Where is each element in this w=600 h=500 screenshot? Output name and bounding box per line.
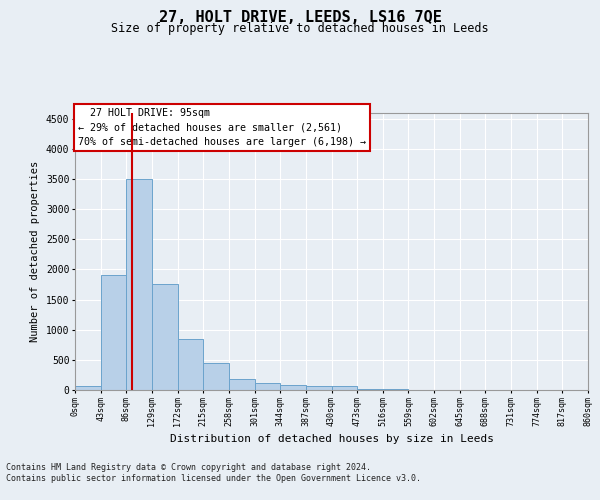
Bar (152, 284, 178, 390)
Bar (306, 386, 331, 390)
X-axis label: Distribution of detached houses by size in Leeds: Distribution of detached houses by size … (170, 434, 493, 444)
Y-axis label: Number of detached properties: Number of detached properties (31, 160, 40, 342)
Bar (254, 383, 280, 390)
Text: Size of property relative to detached houses in Leeds: Size of property relative to detached ho… (111, 22, 489, 35)
Bar (75, 386, 101, 390)
Bar (280, 384, 306, 390)
Text: 27, HOLT DRIVE, LEEDS, LS16 7QE: 27, HOLT DRIVE, LEEDS, LS16 7QE (158, 10, 442, 25)
Bar (178, 338, 203, 390)
Bar (101, 276, 127, 390)
Bar (357, 389, 383, 390)
Bar (203, 364, 229, 390)
Bar (229, 378, 254, 390)
Text: Contains HM Land Registry data © Crown copyright and database right 2024.: Contains HM Land Registry data © Crown c… (6, 462, 371, 471)
Bar (127, 179, 152, 390)
Text: Contains public sector information licensed under the Open Government Licence v3: Contains public sector information licen… (6, 474, 421, 483)
Bar (331, 386, 357, 390)
Text: 27 HOLT DRIVE: 95sqm
← 29% of detached houses are smaller (2,561)
70% of semi-de: 27 HOLT DRIVE: 95sqm ← 29% of detached h… (78, 108, 366, 148)
